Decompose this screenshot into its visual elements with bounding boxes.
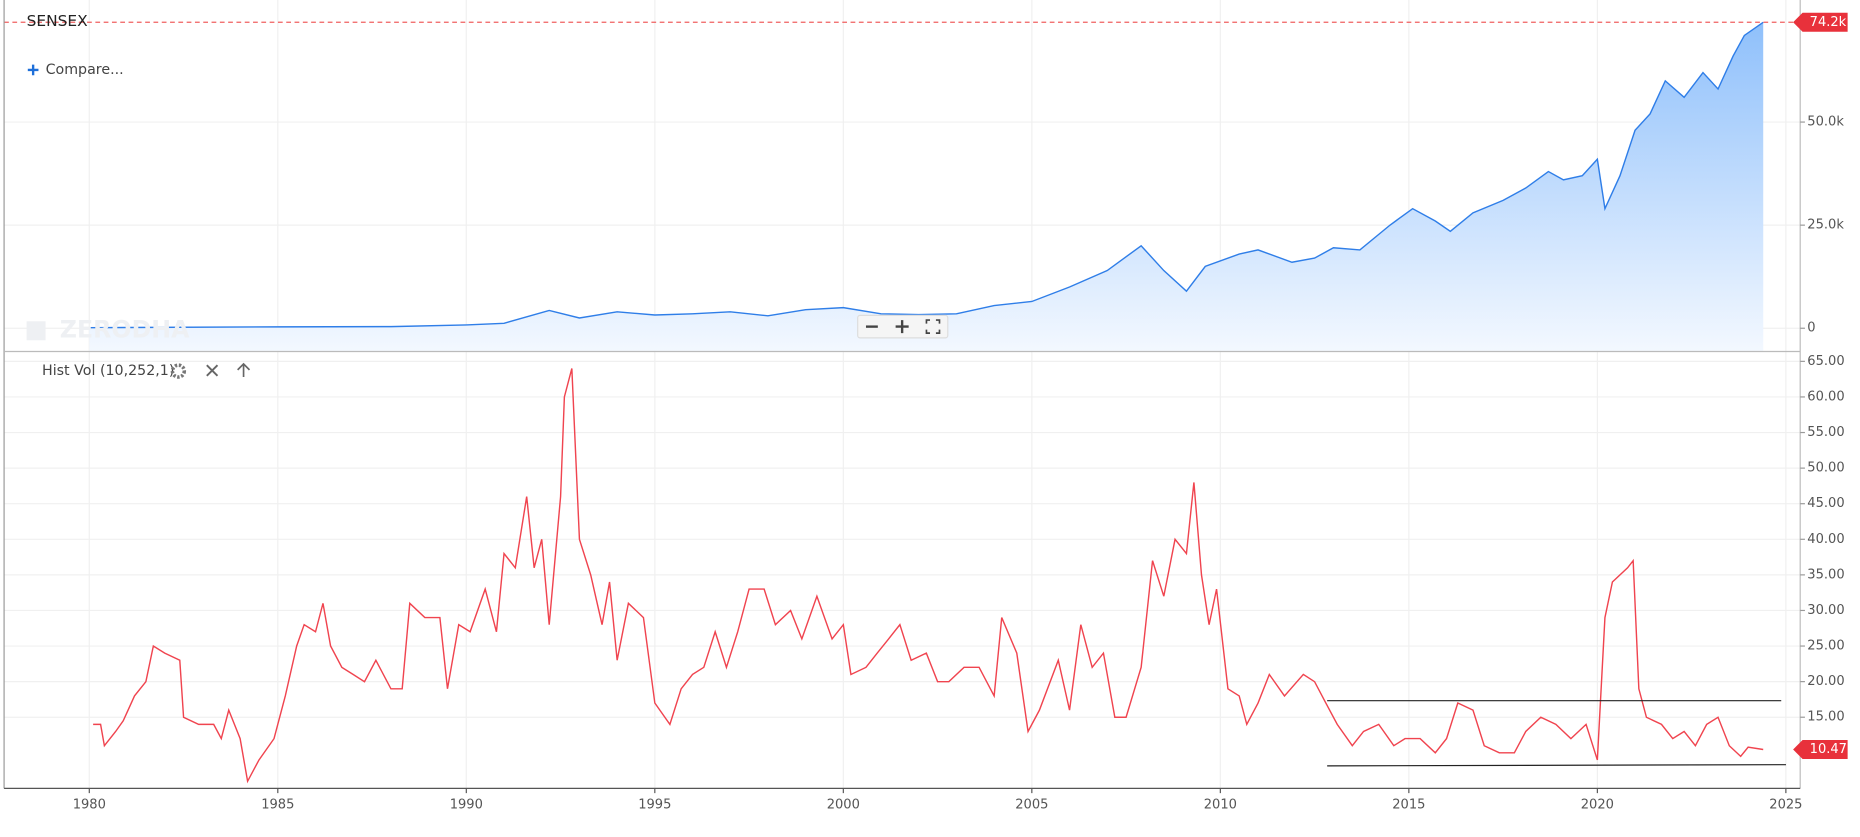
y-tick-label: 35.00 [1807,567,1844,582]
compare-button[interactable]: Compare... [27,62,124,78]
series-line [89,21,1764,329]
x-tick-label: 1980 [73,797,106,812]
grid [4,0,1801,789]
gear-icon[interactable] [170,363,187,379]
x-tick-label: 1990 [450,797,483,812]
axes: 0 25.0k 50.0k 74.2k 15.00 20.00 25.00 30.00 35.0… [73,12,1848,812]
y-tick-label: 60.00 [1807,389,1844,404]
y-tick-label: 50.0k [1807,115,1844,130]
x-tick-label: 2005 [1015,797,1048,812]
zoom-in[interactable] [895,320,909,334]
fullscreen[interactable] [925,319,941,334]
y-tick-label: 50.00 [1807,461,1844,476]
x-tick-label: 1995 [638,797,671,812]
x-tick-label: 1985 [261,797,294,812]
series-line [93,368,1764,784]
y-tick-label: 55.00 [1807,425,1844,440]
y-tick-label: 15.00 [1807,710,1844,725]
x-tick-label: 2000 [827,797,860,812]
zoom-controls [857,314,949,339]
area-fill [89,22,1764,351]
indicator-move-up[interactable] [237,362,251,378]
x-tick-label: 2025 [1769,797,1802,812]
y-tick-label: 0 [1807,321,1815,336]
watermark-logo [26,321,46,341]
last-value-tag [1793,739,1848,759]
x-tick-label: 2020 [1581,797,1614,812]
indicator-settings[interactable] [170,363,187,379]
instrument-title: SENSEX [27,12,89,30]
y-tick-label: 25.00 [1807,639,1844,654]
x-tick-label: 2010 [1204,797,1237,812]
y-tick-label: 30.00 [1807,603,1844,618]
plot [4,21,1801,784]
y-tick-label: 20.00 [1807,674,1844,689]
watermark: ZERODHA [60,315,190,343]
compare-icon [27,64,39,76]
indicator-title: Hist Vol (10,252,1) [42,363,174,379]
indicator-remove[interactable] [206,364,219,377]
trend-line-lower [1327,764,1786,767]
y-tick-label: 45.00 [1807,496,1844,511]
x-tick-label: 2015 [1392,797,1425,812]
compare-label[interactable]: Compare... [46,62,124,78]
last-value-label: 10.47 [1810,742,1847,757]
y-tick-label: 25.0k [1807,218,1844,233]
last-value-label: 74.2k [1810,15,1847,30]
y-tick-label: 40.00 [1807,532,1844,547]
last-value-tag [1793,12,1848,32]
y-tick-label: 65.00 [1807,354,1844,369]
